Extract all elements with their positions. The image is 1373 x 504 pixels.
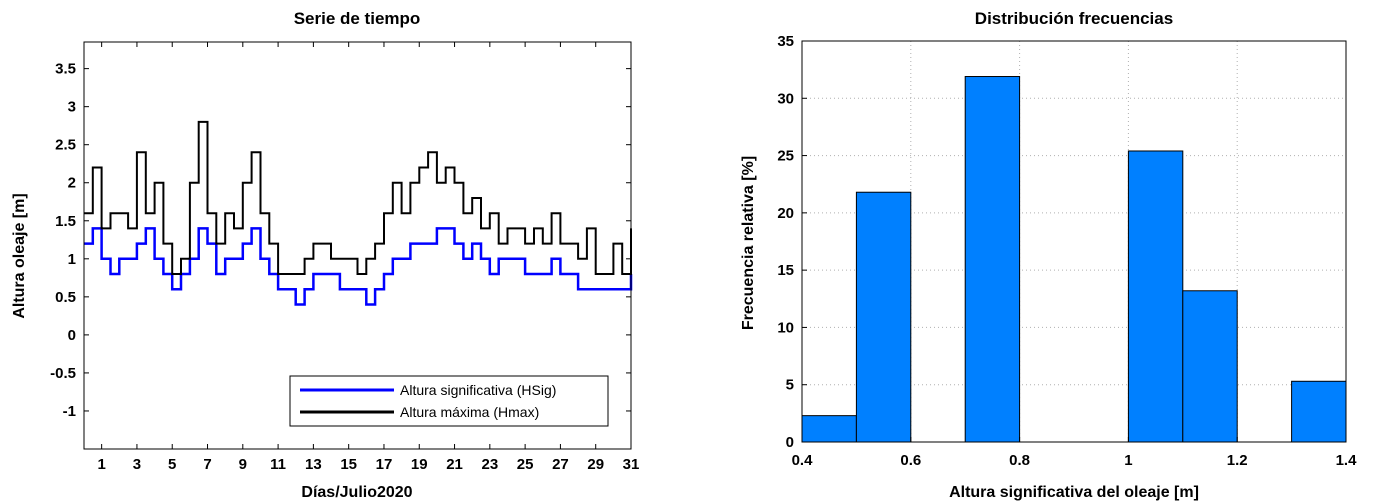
left-xtick-label: 15 — [340, 456, 357, 473]
left-ytick-label: 2.5 — [55, 137, 76, 154]
left-plot-frame — [83, 41, 632, 450]
series-line-hsig — [84, 227, 633, 306]
right-ytick-label: 5 — [786, 377, 794, 394]
series-line-hmax — [84, 120, 632, 275]
right-chart-title: Distribución frecuencias — [975, 9, 1173, 28]
right-xtick-label: 0.4 — [792, 452, 814, 469]
right-ytick-label: 15 — [777, 262, 794, 279]
right-ytick-label: 0 — [786, 434, 794, 451]
legend-hmax-label: Altura máxima (Hmax) — [400, 404, 539, 420]
left-xtick-label: 29 — [587, 456, 604, 473]
left-ytick-label: -0.5 — [50, 365, 76, 382]
left-chart-title: Serie de tiempo — [294, 9, 421, 28]
left-xtick-label: 21 — [446, 456, 463, 473]
right-ytick-label: 30 — [777, 90, 794, 107]
right-ytick-label: 20 — [777, 205, 794, 222]
left-xtick-label: 17 — [376, 456, 393, 473]
left-ytick-label: 2 — [68, 175, 76, 192]
left-chart-ylabel: Altura oleaje [m] — [11, 193, 28, 318]
right-xtick-label: 1.2 — [1227, 452, 1248, 469]
left-xtick-label: 1 — [97, 456, 105, 473]
histogram-bar-3 — [1127, 150, 1184, 443]
left-xtick-label: 25 — [517, 456, 534, 473]
left-ytick-label: 3 — [68, 99, 76, 116]
right-chart-xlabel: Altura significativa del oleaje [m] — [949, 484, 1199, 501]
histogram-bar-4 — [1182, 290, 1238, 443]
legend-hsig-label: Altura significativa (HSig) — [400, 382, 556, 398]
right-ytick-label: 35 — [777, 33, 794, 50]
left-xtick-label: 27 — [552, 456, 569, 473]
right-xtick-label: 1.4 — [1336, 452, 1358, 469]
left-xtick-label: 3 — [133, 456, 141, 473]
right-xtick-label: 0.6 — [900, 452, 921, 469]
right-ytick-label: 10 — [777, 319, 794, 336]
left-xtick-label: 5 — [168, 456, 176, 473]
left-xtick-label: 23 — [481, 456, 498, 473]
left-ytick-label: 1.5 — [55, 213, 76, 230]
right-ytick-label: 25 — [777, 148, 794, 165]
left-xtick-label: 11 — [270, 456, 286, 473]
right-plot-area: 0.4 0.6 0.8 1 1.2 1.4 0 5 10 15 20 25 30 35 — [777, 33, 1357, 469]
right-chart-ylabel: Frecuencia relativa [%] — [740, 156, 757, 330]
left-ytick-label: 0 — [68, 327, 76, 344]
left-xtick-label: 9 — [239, 456, 247, 473]
left-xtick-label: 19 — [411, 456, 428, 473]
histogram-bar-5 — [1291, 380, 1347, 443]
left-xtick-label: 13 — [305, 456, 322, 473]
right-xtick-label: 0.8 — [1009, 452, 1030, 469]
histogram-bar-0 — [801, 415, 857, 443]
left-ytick-label: 0.5 — [55, 289, 76, 306]
right-xtick-label: 1 — [1124, 452, 1132, 469]
right-plot-frame — [801, 40, 1347, 443]
left-chart-xlabel: Días/Julio2020 — [301, 484, 412, 501]
left-ytick-label: 1 — [68, 251, 76, 268]
histogram-bar-1 — [855, 191, 912, 443]
histogram-bar-2 — [964, 76, 1021, 443]
left-ytick-label: -1 — [63, 403, 76, 420]
left-xtick-label: 7 — [203, 456, 211, 473]
left-ytick-label: 3.5 — [55, 61, 76, 78]
left-xtick-label: 31 — [623, 456, 640, 473]
left-chart-legend: Altura significativa (HSig) Altura máxim… — [289, 375, 609, 427]
